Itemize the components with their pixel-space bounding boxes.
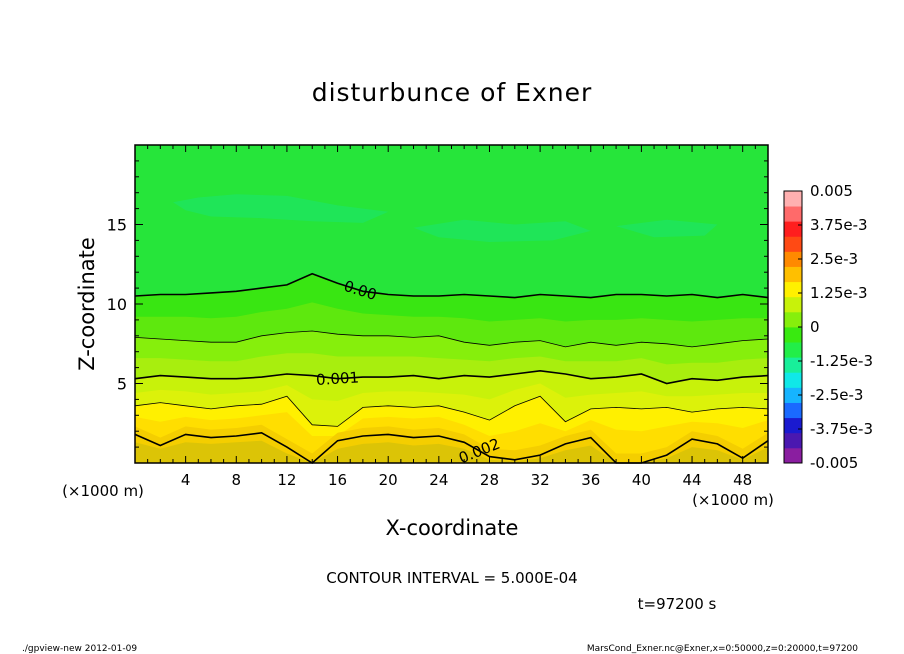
colorbar-swatch [784,251,802,267]
x-tick-label: 32 [531,471,550,489]
chart-title: disturbunce of Exner [312,78,593,107]
colorbar-swatch [784,221,802,237]
x-axis-ticks: 4 8 12 16 20 24 28 32 36 40 44 48 [147,145,756,489]
contour-line-0.0005 [134,330,769,348]
colorbar-swatch [784,281,802,298]
colorbar-swatch [784,387,802,403]
colorbar-swatch [784,357,802,373]
fill-band-9 [135,440,768,463]
y-axis-unit: (×1000 m) [62,482,144,500]
y-axis-ticks: 5 10 15 [107,160,768,448]
footer-left-text: ./gpview-new 2012-01-09 [22,644,137,654]
colorbar-label: 2.5e-3 [810,250,858,268]
x-tick-label: 36 [581,471,600,489]
y-tick-label: 15 [107,216,127,235]
colorbar-label: -3.75e-3 [810,420,873,438]
colorbar-label: 3.75e-3 [810,216,868,234]
x-tick-label: 12 [277,471,296,489]
colorbar-swatch [784,296,802,313]
colorbar-swatch [784,402,802,419]
colorbar-label: 0 [810,318,820,336]
x-tick-label: 40 [632,471,651,489]
colorbar-label: -0.005 [810,454,858,472]
y-tick-label: 10 [107,295,127,314]
y-tick-label: 5 [117,375,127,394]
colorbar-swatch [784,206,802,222]
colorbar-label: -1.25e-3 [810,352,873,370]
colorbar-label: -2.5e-3 [810,386,863,404]
contour-line-0 [134,272,769,299]
colorbar-swatch [784,417,802,434]
colorbar-swatch [784,447,802,464]
colorbar-swatch [784,266,802,283]
colorbar-swatch [784,311,802,328]
x-tick-label: 48 [733,471,752,489]
x-tick-label: 20 [379,471,398,489]
colorbar-swatch [784,372,802,388]
contour-line-0.0015 [134,395,769,427]
colorbar-swatch [784,191,802,207]
time-label: t=97200 s [638,595,717,613]
fill-band-8 [135,424,768,463]
contour-line-0.002 [134,431,769,464]
footer-right-text: MarsCond_Exner.nc@Exner,x=0:50000,z=0:20… [587,644,858,654]
patch-2 [616,219,718,238]
x-tick-label: 28 [480,471,499,489]
x-tick-label: 4 [181,471,191,489]
colorbar: 0.005 3.75e-3 2.5e-3 1.25e-3 0 -1.25e-3 -2.5e-… [783,182,873,472]
x-axis-label: X-coordinate [386,516,519,540]
filled-contour-bands [135,273,768,463]
blue-green-patches [173,194,718,242]
colorbar-swatch [784,342,802,358]
colorbar-swatch [784,432,802,449]
x-axis-unit: (×1000 m) [692,491,774,509]
colorbar-swatch [784,327,802,343]
y-axis-label: Z-coordinate [75,237,99,371]
contour-line-0.001 [134,369,769,385]
x-tick-label: 8 [232,471,242,489]
patch-1 [413,219,591,242]
colorbar-label: 0.005 [810,182,853,200]
contour-lines [134,272,769,464]
colorbar-label: 1.25e-3 [810,284,868,302]
contour-label-0.001: 0.001 [316,368,360,389]
x-tick-label: 24 [429,471,448,489]
contour-interval-text: CONTOUR INTERVAL = 5.000E-04 [326,569,577,587]
x-tick-label: 44 [682,471,701,489]
patch-0 [173,194,389,223]
x-tick-label: 16 [328,471,347,489]
colorbar-swatch [784,236,802,252]
